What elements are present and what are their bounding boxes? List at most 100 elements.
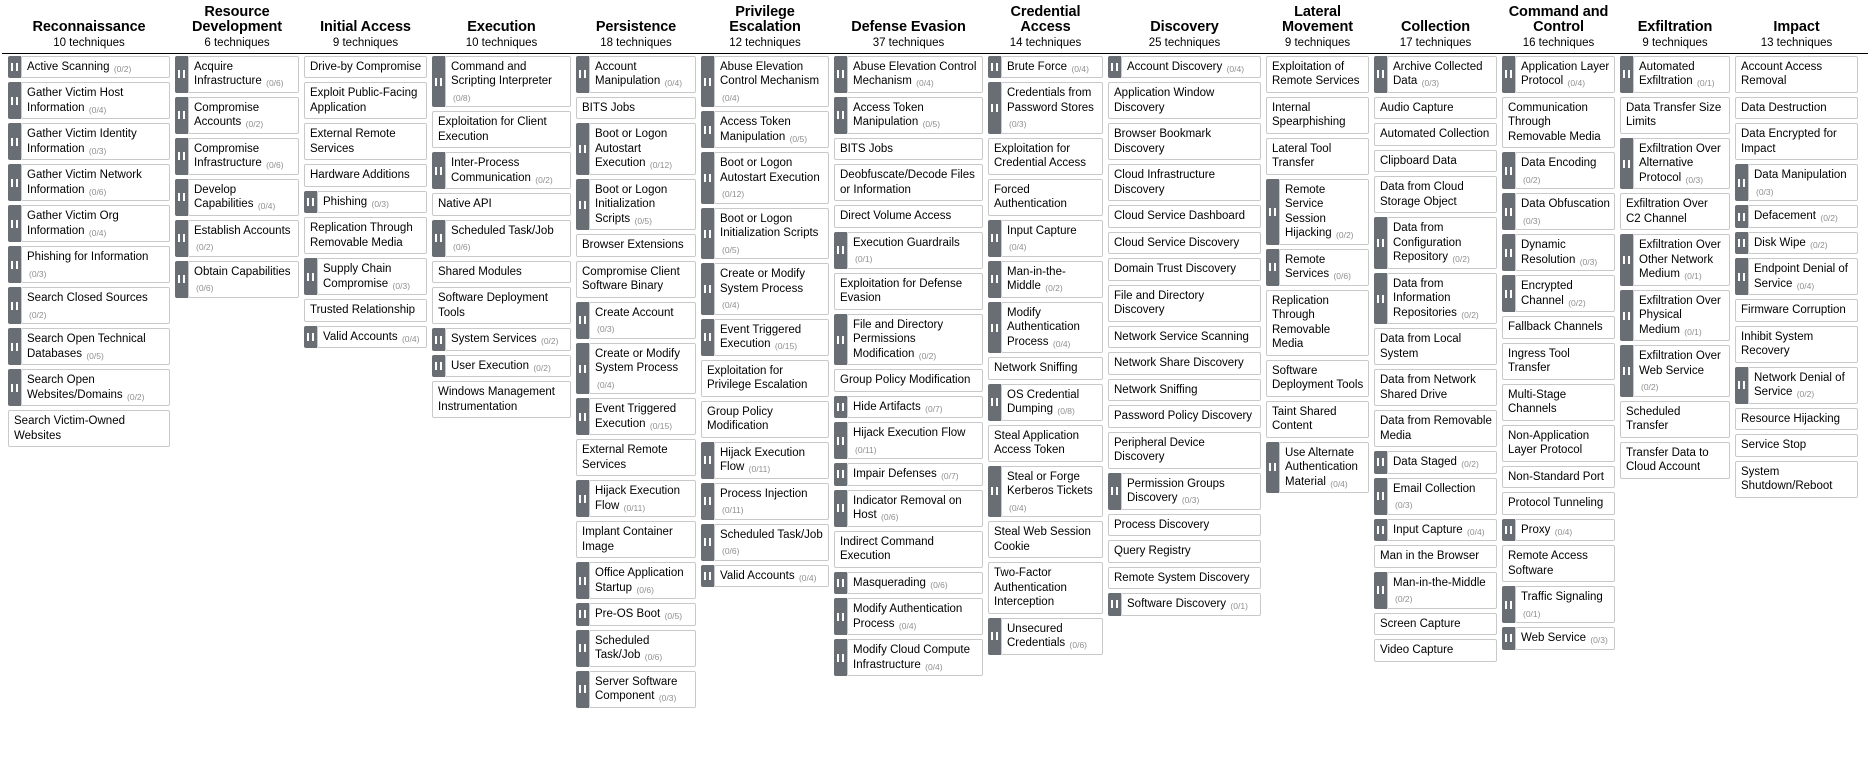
- technique-box[interactable]: Use Alternate Authentication Material (0…: [1279, 441, 1369, 494]
- technique-box[interactable]: Scheduled Task/Job (0/6): [714, 523, 829, 561]
- technique-cell[interactable]: Exfiltration Over Web Service (0/2): [1620, 345, 1730, 397]
- expand-subtechniques-bar[interactable]: [8, 287, 21, 325]
- technique-cell[interactable]: Hijack Execution Flow (0/11): [701, 441, 829, 479]
- technique-box[interactable]: Man-in-the-Middle (0/2): [1001, 260, 1103, 298]
- technique-cell[interactable]: Data from Network Shared Drive: [1374, 369, 1497, 407]
- technique-cell[interactable]: Scheduled Task/Job (0/6): [576, 629, 696, 667]
- technique-box[interactable]: Event Triggered Execution (0/15): [589, 398, 696, 436]
- expand-subtechniques-bar[interactable]: [8, 246, 21, 284]
- technique-cell[interactable]: Application Layer Protocol (0/4): [1502, 56, 1615, 93]
- technique-box[interactable]: Boot or Logon Autostart Execution (0/12): [714, 152, 829, 204]
- technique-cell[interactable]: Web Service (0/3): [1502, 627, 1615, 650]
- technique-cell[interactable]: Data from Configuration Repository (0/2): [1374, 217, 1497, 269]
- technique-box[interactable]: Replication Through Removable Media: [1266, 289, 1369, 356]
- technique-cell[interactable]: Protocol Tunneling: [1502, 492, 1615, 515]
- technique-box[interactable]: Steal or Forge Kerberos Tickets (0/4): [1001, 465, 1103, 518]
- technique-cell[interactable]: Domain Trust Discovery: [1108, 258, 1261, 281]
- expand-subtechniques-bar[interactable]: [834, 639, 847, 677]
- expand-subtechniques-bar[interactable]: [834, 422, 847, 460]
- technique-cell[interactable]: Remote Services (0/6): [1266, 248, 1369, 286]
- technique-box[interactable]: Forced Authentication: [988, 178, 1103, 216]
- expand-subtechniques-bar[interactable]: [701, 56, 714, 108]
- technique-cell[interactable]: Create or Modify System Process (0/4): [701, 263, 829, 315]
- technique-box[interactable]: Non-Application Layer Protocol: [1502, 424, 1615, 462]
- technique-box[interactable]: Application Window Discovery: [1108, 82, 1261, 120]
- technique-box[interactable]: Modify Cloud Compute Infrastructure (0/4…: [847, 639, 983, 677]
- technique-box[interactable]: Trusted Relationship: [304, 299, 427, 322]
- technique-box[interactable]: Network Service Scanning: [1108, 325, 1261, 349]
- technique-box[interactable]: Process Injection (0/11): [714, 482, 829, 520]
- technique-box[interactable]: Exfiltration Over Alternative Protocol (…: [1633, 137, 1730, 190]
- technique-cell[interactable]: Data Transfer Size Limits: [1620, 96, 1730, 134]
- expand-subtechniques-bar[interactable]: [1735, 205, 1748, 228]
- technique-cell[interactable]: Transfer Data to Cloud Account: [1620, 441, 1730, 479]
- technique-box[interactable]: Disk Wipe (0/2): [1748, 231, 1858, 255]
- technique-box[interactable]: Data Staged (0/2): [1387, 451, 1497, 474]
- technique-cell[interactable]: Traffic Signaling (0/1): [1502, 586, 1615, 624]
- technique-box[interactable]: Screen Capture: [1374, 612, 1497, 636]
- technique-cell[interactable]: System Services (0/2): [432, 328, 571, 351]
- technique-cell[interactable]: External Remote Services: [304, 123, 427, 161]
- technique-cell[interactable]: Active Scanning (0/2): [8, 56, 170, 79]
- technique-cell[interactable]: Replication Through Removable Media: [304, 217, 427, 255]
- technique-cell[interactable]: Shared Modules: [432, 260, 571, 284]
- technique-box[interactable]: Search Open Technical Databases (0/5): [21, 328, 170, 366]
- technique-box[interactable]: Remote Access Software: [1502, 545, 1615, 583]
- expand-subtechniques-bar[interactable]: [988, 465, 1001, 518]
- technique-cell[interactable]: Query Registry: [1108, 540, 1261, 563]
- technique-cell[interactable]: Input Capture (0/4): [1374, 518, 1497, 542]
- technique-cell[interactable]: Modify Authentication Process (0/4): [988, 301, 1103, 354]
- expand-subtechniques-bar[interactable]: [701, 482, 714, 520]
- expand-subtechniques-bar[interactable]: [432, 219, 445, 257]
- technique-cell[interactable]: Exploitation for Defense Evasion: [834, 272, 983, 310]
- expand-subtechniques-bar[interactable]: [175, 56, 188, 93]
- technique-box[interactable]: Email Collection (0/3): [1387, 477, 1497, 515]
- technique-cell[interactable]: Phishing for Information (0/3): [8, 246, 170, 284]
- technique-cell[interactable]: Create or Modify System Process (0/4): [576, 342, 696, 395]
- expand-subtechniques-bar[interactable]: [834, 598, 847, 636]
- expand-subtechniques-bar[interactable]: [304, 258, 317, 296]
- technique-cell[interactable]: Steal Web Session Cookie: [988, 521, 1103, 559]
- technique-box[interactable]: Account Discovery (0/4): [1121, 56, 1261, 79]
- expand-subtechniques-bar[interactable]: [576, 56, 589, 93]
- expand-subtechniques-bar[interactable]: [1266, 441, 1279, 494]
- expand-subtechniques-bar[interactable]: [432, 328, 445, 351]
- expand-subtechniques-bar[interactable]: [701, 318, 714, 356]
- technique-cell[interactable]: Boot or Logon Initialization Scripts (0/…: [701, 207, 829, 260]
- technique-box[interactable]: Transfer Data to Cloud Account: [1620, 441, 1730, 479]
- technique-cell[interactable]: Cloud Service Dashboard: [1108, 205, 1261, 228]
- expand-subtechniques-bar[interactable]: [1620, 137, 1633, 190]
- technique-box[interactable]: Resource Hijacking: [1735, 407, 1858, 431]
- expand-subtechniques-bar[interactable]: [8, 56, 21, 79]
- technique-box[interactable]: Network Sniffing: [988, 357, 1103, 380]
- technique-cell[interactable]: Modify Cloud Compute Infrastructure (0/4…: [834, 639, 983, 677]
- technique-box[interactable]: Process Discovery: [1108, 513, 1261, 537]
- technique-cell[interactable]: Unsecured Credentials (0/6): [988, 617, 1103, 655]
- expand-subtechniques-bar[interactable]: [175, 260, 188, 298]
- technique-box[interactable]: Network Share Discovery: [1108, 352, 1261, 375]
- technique-cell[interactable]: BITS Jobs: [576, 96, 696, 120]
- technique-box[interactable]: System Shutdown/Reboot: [1735, 460, 1858, 498]
- technique-box[interactable]: Software Discovery (0/1): [1121, 593, 1261, 616]
- technique-box[interactable]: Inter-Process Communication (0/2): [445, 152, 571, 190]
- technique-cell[interactable]: Network Share Discovery: [1108, 352, 1261, 375]
- technique-cell[interactable]: Access Token Manipulation (0/5): [701, 111, 829, 149]
- technique-cell[interactable]: Data Staged (0/2): [1374, 451, 1497, 474]
- expand-subtechniques-bar[interactable]: [432, 152, 445, 190]
- technique-box[interactable]: OS Credential Dumping (0/8): [1001, 383, 1103, 421]
- technique-cell[interactable]: Data from Cloud Storage Object: [1374, 176, 1497, 214]
- expand-subtechniques-bar[interactable]: [1735, 366, 1748, 404]
- technique-cell[interactable]: Firmware Corruption: [1735, 299, 1858, 322]
- expand-subtechniques-bar[interactable]: [834, 231, 847, 269]
- technique-cell[interactable]: Use Alternate Authentication Material (0…: [1266, 441, 1369, 494]
- technique-box[interactable]: Data Encoding (0/2): [1515, 152, 1615, 190]
- technique-cell[interactable]: Group Policy Modification: [701, 400, 829, 438]
- expand-subtechniques-bar[interactable]: [576, 670, 589, 708]
- technique-box[interactable]: Direct Volume Access: [834, 205, 983, 228]
- technique-box[interactable]: Search Victim-Owned Websites: [8, 410, 170, 448]
- technique-box[interactable]: Active Scanning (0/2): [21, 56, 170, 79]
- technique-box[interactable]: Exploitation for Client Execution: [432, 111, 571, 149]
- technique-box[interactable]: Access Token Manipulation (0/5): [714, 111, 829, 149]
- technique-box[interactable]: Develop Capabilities (0/4): [188, 178, 299, 216]
- technique-cell[interactable]: Browser Bookmark Discovery: [1108, 123, 1261, 161]
